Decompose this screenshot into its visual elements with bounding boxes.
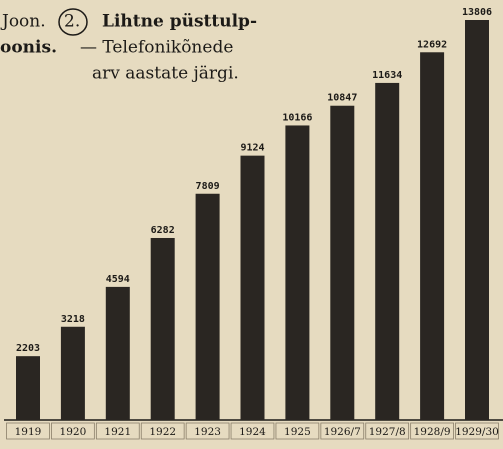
category-box <box>185 422 230 440</box>
bar <box>16 356 40 420</box>
chart-title: Joon. <box>0 12 46 32</box>
category-box <box>140 422 185 440</box>
value-label: 2203 <box>16 343 40 354</box>
chart-title: arv aastate järgi. <box>92 64 239 84</box>
bar <box>375 82 400 420</box>
value-label: 10847 <box>327 93 357 104</box>
category-box <box>455 422 499 440</box>
bar <box>240 155 265 420</box>
x-tick-label: 1926/7 <box>324 426 361 438</box>
category-box <box>365 422 410 440</box>
circle <box>58 8 88 36</box>
x-tick-label: 1923 <box>194 426 221 438</box>
category-box <box>6 422 50 440</box>
chart-title: — Telefonikõnede <box>80 38 233 58</box>
chart-title: oonis. <box>0 38 57 58</box>
x-tick-label: 1924 <box>239 426 266 438</box>
bar <box>330 105 355 421</box>
value-label: 4594 <box>106 274 130 285</box>
x-tick-label: 1928/9 <box>414 426 451 438</box>
value-label: 10166 <box>282 112 312 123</box>
x-tick-label: 1927/8 <box>369 426 406 438</box>
x-tick-label: 1920 <box>60 426 87 438</box>
value-label: 12692 <box>417 39 447 50</box>
bar <box>420 52 445 421</box>
x-tick-label: 1919 <box>15 426 42 438</box>
category-box <box>320 422 365 440</box>
value-label: 6282 <box>151 225 175 236</box>
bar <box>195 193 220 420</box>
value-label: 7809 <box>196 181 220 192</box>
value-label: 13806 <box>462 7 492 18</box>
x-tick-label: 1922 <box>149 426 176 438</box>
value-label: 9124 <box>240 143 264 154</box>
x-tick-label: 1929/30 <box>455 426 499 438</box>
value-label: 3218 <box>61 314 85 325</box>
category-box <box>95 422 140 440</box>
bar <box>285 125 310 420</box>
value-label: 11634 <box>372 70 402 81</box>
x-tick-label: 1921 <box>104 426 131 438</box>
bar <box>105 286 130 420</box>
category-box <box>410 422 454 440</box>
category-box <box>51 422 95 440</box>
chart-title: Lihtne püsttulp- <box>102 12 257 32</box>
bar <box>150 237 175 420</box>
category-box <box>230 422 275 440</box>
chart-title: 2. <box>64 12 80 32</box>
x-tick-label: 1925 <box>284 426 311 438</box>
category-box <box>275 422 320 440</box>
bar <box>465 20 489 420</box>
bar <box>60 326 85 420</box>
